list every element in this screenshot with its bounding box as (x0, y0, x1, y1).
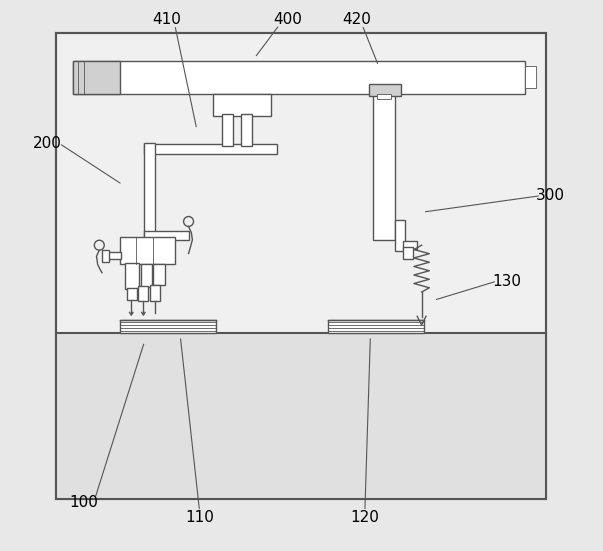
Bar (56, 33, 546, 499)
Bar (403, 241, 417, 249)
Text: 200: 200 (33, 136, 62, 151)
Text: 410: 410 (152, 12, 181, 27)
Bar (127, 288, 137, 300)
Bar (139, 286, 148, 301)
Bar (403, 247, 413, 259)
Bar (395, 220, 405, 251)
Bar (145, 231, 189, 240)
Bar (377, 94, 391, 99)
Text: 100: 100 (69, 495, 98, 510)
Bar (140, 264, 151, 287)
Bar (241, 114, 252, 146)
Bar (145, 143, 156, 240)
Bar (106, 252, 121, 259)
Bar (213, 94, 271, 116)
Text: 110: 110 (185, 510, 214, 526)
Bar (373, 94, 395, 240)
Bar (56, 333, 546, 499)
Text: 300: 300 (536, 188, 565, 203)
Bar (153, 264, 165, 285)
Text: 120: 120 (350, 510, 379, 526)
Bar (150, 285, 160, 301)
Bar (328, 320, 425, 333)
Bar (222, 114, 233, 146)
Text: 400: 400 (273, 12, 302, 27)
Bar (73, 61, 525, 94)
Text: 420: 420 (342, 12, 371, 27)
Bar (73, 61, 119, 94)
Text: 130: 130 (492, 273, 521, 289)
Bar (145, 144, 277, 154)
Bar (56, 33, 546, 499)
Bar (119, 237, 175, 264)
Bar (119, 320, 216, 333)
Bar (125, 263, 139, 289)
Bar (525, 66, 535, 88)
Bar (368, 84, 400, 96)
Bar (102, 250, 109, 262)
